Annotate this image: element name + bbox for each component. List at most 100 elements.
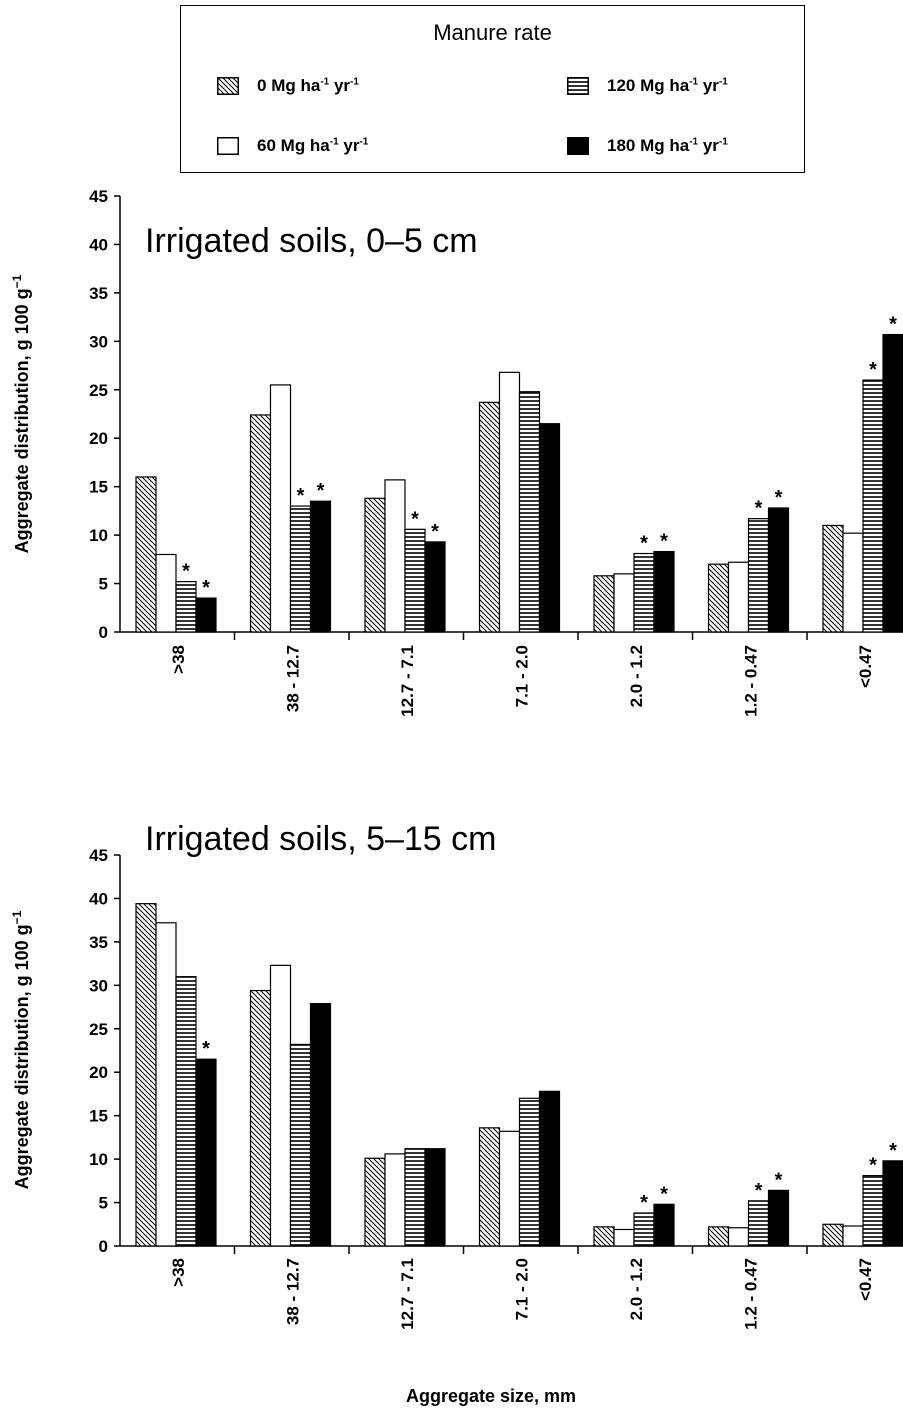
legend-label-2: 120 Mg ha-1 yr-1 [607, 76, 728, 95]
bar-top-s3-c3 [538, 423, 561, 633]
bar-bottom-s3-c2 [424, 1148, 446, 1247]
bar-top-s1-c5 [727, 561, 750, 633]
significance-star: * [317, 480, 325, 502]
y-axis-title: Aggregate distribution, g 100 g−1 [10, 910, 32, 1189]
significance-star: * [869, 1155, 877, 1177]
x-category-label: 7.1 - 2.0 [513, 1258, 532, 1320]
x-category-label: 1.2 - 0.47 [742, 1258, 761, 1330]
legend-swatch-solid-icon [567, 137, 589, 155]
y-tick-label: 30 [89, 976, 108, 995]
bar-bottom-s2-c6 [862, 1175, 884, 1247]
bar-bottom-s0-c3 [478, 1127, 501, 1247]
y-tick-label: 5 [99, 575, 108, 594]
bar-top-s2-c4 [633, 552, 655, 633]
bar-bottom-s0-c2 [364, 1157, 386, 1247]
significance-star: * [182, 561, 190, 583]
x-axis-title: Aggregate size, mm [406, 1386, 576, 1406]
x-category-label: 12.7 - 7.1 [398, 645, 417, 717]
legend: Manure rate 0 Mg ha-1 yr-1 60 Mg ha-1 yr… [180, 5, 805, 173]
bar-top-s2-c6 [862, 379, 884, 633]
bar-top-s0-c4 [593, 575, 615, 633]
y-tick-label: 20 [89, 429, 108, 448]
bar-bottom-s3-c4 [653, 1203, 675, 1247]
x-category-label: 2.0 - 1.2 [627, 645, 646, 707]
bar-bottom-s2-c0 [175, 976, 197, 1247]
significance-star: * [775, 487, 783, 509]
bar-bottom-s1-c1 [269, 964, 292, 1247]
bar-top-s0-c0 [135, 476, 157, 633]
y-tick-label: 30 [89, 332, 108, 351]
legend-item-0: 0 Mg ha-1 yr-1 [217, 76, 359, 96]
bar-bottom-s2-c3 [518, 1097, 541, 1247]
bar-top-s2-c0 [175, 581, 197, 633]
y-tick-label: 10 [89, 526, 108, 545]
significance-star: * [431, 521, 439, 543]
y-tick-label: 10 [89, 1150, 108, 1169]
legend-swatch-stripes-icon [567, 77, 589, 95]
significance-star: * [411, 508, 419, 530]
x-category-label: 12.7 - 7.1 [398, 1258, 417, 1330]
significance-star: * [889, 1140, 897, 1162]
bar-top-s1-c0 [155, 553, 177, 633]
x-category-label: <0.47 [856, 645, 875, 688]
legend-label-1: 60 Mg ha-1 yr-1 [257, 136, 369, 155]
significance-star: * [297, 485, 305, 507]
bar-bottom-s0-c0 [135, 903, 157, 1247]
bar-top-s2-c2 [404, 528, 426, 633]
bar-top-s2-c5 [747, 518, 770, 633]
significance-star: * [889, 314, 897, 336]
bar-bottom-s1-c4 [613, 1228, 635, 1247]
bar-top-s2-c3 [518, 391, 541, 633]
bar-bottom-s2-c5 [747, 1200, 770, 1247]
y-tick-label: 15 [89, 1107, 108, 1126]
y-tick-label: 35 [89, 284, 108, 303]
y-tick-label: 20 [89, 1063, 108, 1082]
y-tick-label: 25 [89, 1020, 108, 1039]
y-axis-title-superscript: −1 [10, 274, 24, 288]
y-axis-title: Aggregate distribution, g 100 g−1 [10, 274, 32, 553]
x-category-label: 38 - 12.7 [284, 1258, 303, 1325]
x-category-label: >38 [169, 1258, 188, 1287]
bar-bottom-s2-c2 [404, 1148, 426, 1247]
bar-bottom-s3-c1 [309, 1002, 332, 1247]
bar-top-s0-c2 [364, 497, 386, 633]
chart-title: Irrigated soils, 5–15 cm [145, 820, 497, 858]
bar-bottom-s0-c6 [822, 1223, 844, 1247]
y-tick-label: 0 [99, 623, 108, 642]
bar-top-s3-c0 [195, 597, 217, 633]
bar-bottom-s1-c5 [727, 1227, 750, 1247]
significance-star: * [202, 1038, 210, 1060]
bar-top-s1-c6 [842, 532, 864, 633]
bar-bottom-s3-c0 [195, 1058, 217, 1247]
y-tick-label: 45 [89, 187, 108, 206]
bar-bottom-s0-c5 [707, 1226, 730, 1247]
bar-bottom-s1-c3 [498, 1130, 521, 1247]
bar-top-s1-c2 [384, 479, 406, 633]
y-axis-title-superscript: −1 [10, 910, 24, 924]
x-category-label: 2.0 - 1.2 [627, 1258, 646, 1320]
bar-top-s1-c1 [269, 384, 292, 633]
x-category-label: <0.47 [856, 1258, 875, 1301]
bar-top-s0-c6 [822, 524, 844, 633]
y-tick-label: 45 [89, 846, 108, 865]
bar-top-s1-c4 [613, 573, 635, 633]
y-tick-label: 35 [89, 933, 108, 952]
significance-star: * [755, 1180, 763, 1202]
legend-swatch-open-icon [217, 137, 239, 155]
significance-star: * [640, 533, 648, 555]
legend-swatch-diagonal-icon [217, 77, 239, 95]
y-tick-label: 40 [89, 889, 108, 908]
legend-item-3: 180 Mg ha-1 yr-1 [567, 136, 728, 156]
chart-panel-top: Irrigated soils, 0–5 cm 0 5 10 15 20 25 30 35 40 4… [10, 187, 903, 717]
y-tick-label: 0 [99, 1237, 108, 1256]
y-tick-label: 40 [89, 235, 108, 254]
significance-star: * [869, 359, 877, 381]
significance-star: * [660, 531, 668, 553]
x-category-label: 38 - 12.7 [284, 645, 303, 712]
y-tick-label: 15 [89, 478, 108, 497]
bar-top-s1-c3 [498, 371, 521, 633]
legend-label-3: 180 Mg ha-1 yr-1 [607, 136, 728, 155]
significance-star: * [775, 1169, 783, 1191]
bar-bottom-s1-c0 [155, 922, 177, 1247]
